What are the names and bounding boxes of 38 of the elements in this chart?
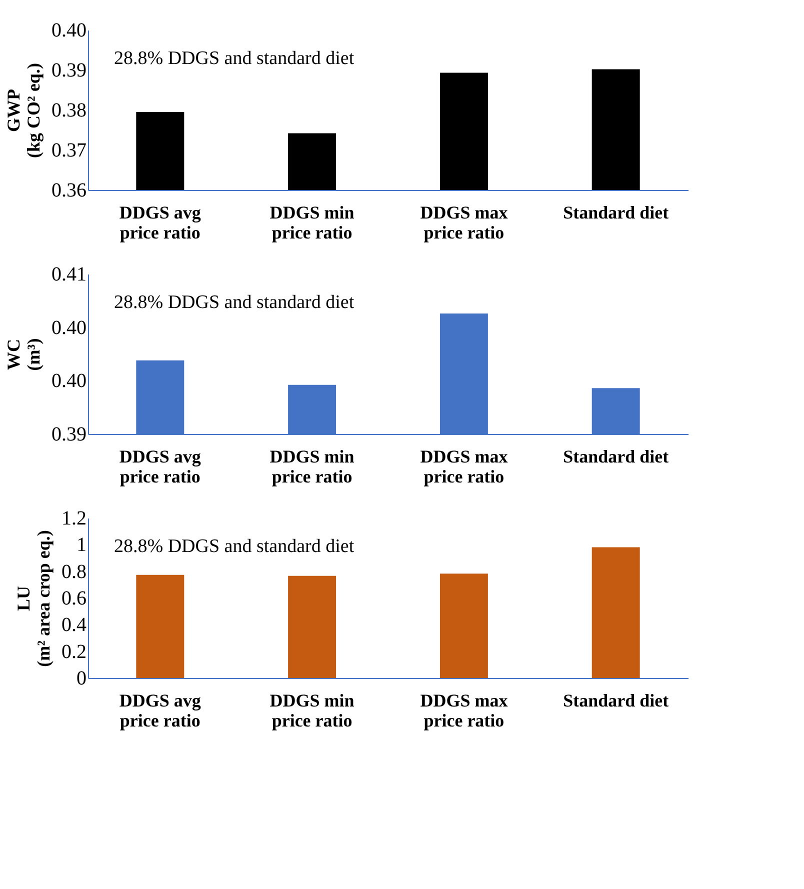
bar <box>440 574 488 678</box>
annotation: 28.8% DDGS and standard diet <box>114 536 355 557</box>
bar <box>592 547 640 678</box>
x-tick-label: Standard diet <box>563 446 669 466</box>
y-tick-label: 0.40 <box>52 20 86 42</box>
y-tick-label: 1.2 <box>62 508 86 530</box>
bar <box>136 574 184 678</box>
y-tick-label: 0.38 <box>52 100 86 122</box>
x-tick-label: Standard diet <box>563 690 669 710</box>
y-tick-label: 0.2 <box>62 640 86 663</box>
y-tick-label: 0.4 <box>62 614 86 636</box>
y-tick-label: 0.8 <box>62 560 86 583</box>
x-tick-label: DDGS min price ratio <box>270 446 354 486</box>
y-axis-title: WC (m³) <box>4 338 44 371</box>
x-tick-label: DDGS max price ratio <box>420 690 508 730</box>
y-tick-label: 0.40 <box>52 370 86 392</box>
annotation: 28.8% DDGS and standard diet <box>114 292 355 313</box>
x-tick-label: DDGS min price ratio <box>270 690 354 730</box>
x-tick-label: DDGS max price ratio <box>420 202 508 242</box>
y-axis-title: GWP (kg CO² eq.) <box>4 63 44 158</box>
y-tick-label: 0.36 <box>52 180 86 202</box>
y-tick-label: 0.40 <box>52 316 86 339</box>
x-tick-label: DDGS max price ratio <box>420 446 508 486</box>
annotation: 28.8% DDGS and standard diet <box>114 48 355 69</box>
y-axis-title: LU (m² area crop eq.) <box>14 530 54 667</box>
y-tick-label: 0.39 <box>52 424 86 446</box>
x-tick-label: Standard diet <box>563 202 669 222</box>
y-tick-label: 0.37 <box>52 140 86 162</box>
x-tick-label: DDGS avg price ratio <box>119 446 201 486</box>
y-tick-label: 0.41 <box>52 264 86 286</box>
y-tick-label: 0 <box>76 668 86 690</box>
y-tick-label: 0.6 <box>62 588 86 610</box>
x-tick-label: DDGS avg price ratio <box>119 202 201 242</box>
bar <box>288 576 336 678</box>
x-tick-label: DDGS min price ratio <box>270 202 354 242</box>
y-tick-label: 0.39 <box>52 60 86 82</box>
x-tick-label: DDGS avg price ratio <box>119 690 201 730</box>
y-tick-label: 1 <box>76 534 86 556</box>
